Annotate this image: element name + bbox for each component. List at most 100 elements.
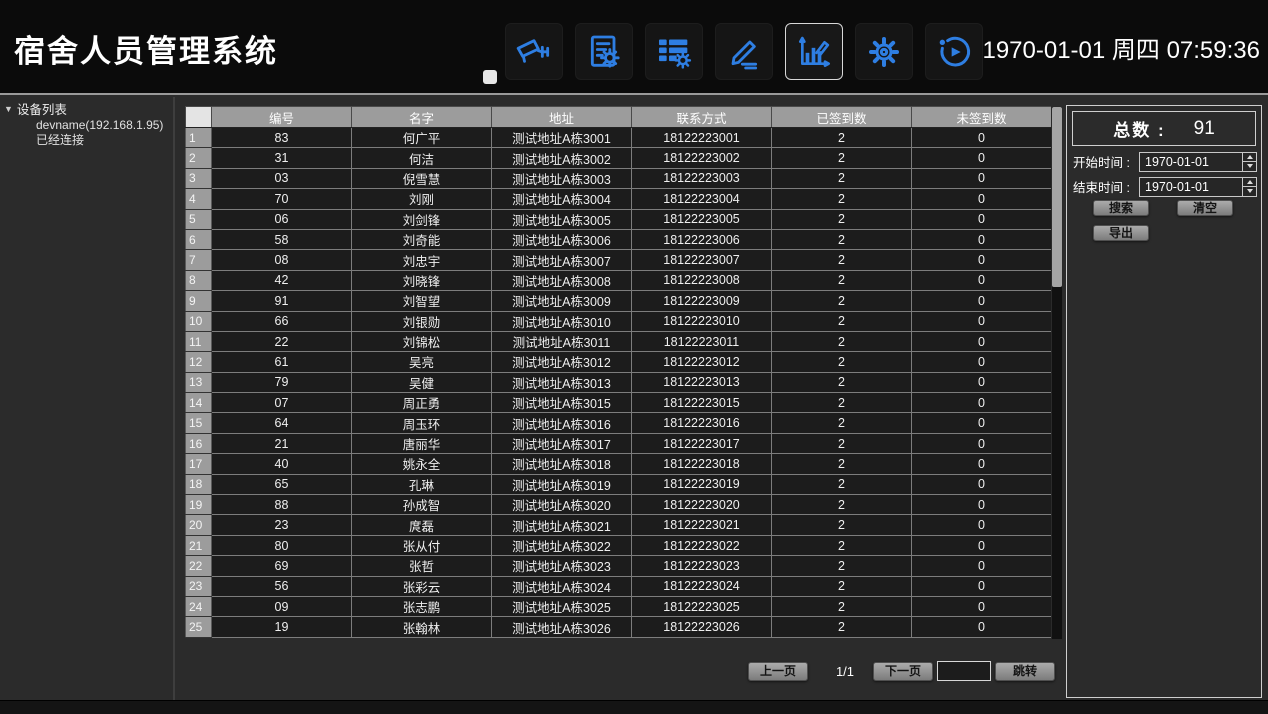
jump-button[interactable]: 跳转 [995,662,1055,681]
col-header-name[interactable]: 名字 [351,106,492,128]
table-cell: 张彩云 [351,575,492,597]
table-row[interactable]: 14 07 周正勇 测试地址A栋3015 18122223015 2 0 [185,392,1052,414]
toolbar-data-button[interactable] [645,23,703,80]
device-tree-root[interactable]: ▼ 设备列表 [0,97,173,118]
col-header-address[interactable]: 地址 [491,106,632,128]
table-cell: 吴健 [351,371,492,394]
table-row[interactable]: 20 23 庹磊 测试地址A栋3021 18122223021 2 0 [185,514,1052,536]
table-row[interactable]: 9 91 刘智望 测试地址A栋3009 18122223009 2 0 [185,290,1052,312]
table-cell: 0 [911,575,1052,597]
data-table-icon [659,39,692,69]
table-cell: 08 [211,249,352,271]
table-cell: 周玉环 [351,412,492,434]
end-date-input[interactable] [1139,176,1257,197]
row-number-cell: 24 [185,595,212,618]
table-cell: 18122223011 [631,330,772,353]
table-cell: 测试地址A栋3012 [491,351,632,373]
table-row[interactable]: 2 31 何洁 测试地址A栋3002 18122223002 2 0 [185,147,1052,169]
table-row[interactable]: 4 70 刘刚 测试地址A栋3004 18122223004 2 0 [185,188,1052,210]
table-cell: 测试地址A栋3004 [491,188,632,210]
table-cell: 18122223005 [631,208,772,230]
table-cell: 66 [211,310,352,332]
table-cell: 0 [911,188,1052,210]
table-row[interactable]: 15 64 周玉环 测试地址A栋3016 18122223016 2 0 [185,412,1052,434]
table-cell: 2 [771,269,912,292]
col-header-signed[interactable]: 已签到数 [771,106,912,128]
table-row[interactable]: 11 22 刘锦松 测试地址A栋3011 18122223011 2 0 [185,330,1052,353]
table-cell: 测试地址A栋3010 [491,310,632,332]
table-cell: 18122223010 [631,310,772,332]
main-toolbar [505,23,983,80]
table-row[interactable]: 7 08 刘忠宇 测试地址A栋3007 18122223007 2 0 [185,249,1052,271]
spinner-up-icon[interactable] [1243,153,1256,162]
prev-page-button[interactable]: 上一页 [748,662,808,681]
table-row[interactable]: 18 65 孔琳 测试地址A栋3019 18122223019 2 0 [185,473,1052,496]
table-cell: 0 [911,514,1052,536]
table-row[interactable]: 17 40 姚永全 测试地址A栋3018 18122223018 2 0 [185,453,1052,475]
table-row[interactable]: 1 83 何广平 测试地址A栋3001 18122223001 2 0 [185,126,1052,149]
table-cell: 0 [911,167,1052,190]
table-cell: 0 [911,310,1052,332]
table-row[interactable]: 22 69 张哲 测试地址A栋3023 18122223023 2 0 [185,555,1052,577]
page-title: 宿舍人员管理系统 [14,34,278,69]
spinner-down-icon[interactable] [1243,162,1256,171]
table-cell: 18122223012 [631,351,772,373]
table-row[interactable]: 5 06 刘剑锋 测试地址A栋3005 18122223005 2 0 [185,208,1052,230]
clear-button[interactable]: 清空 [1177,200,1233,216]
table-scrollbar[interactable] [1051,106,1063,640]
toolbar-sign-button[interactable] [715,23,773,80]
col-header-contact[interactable]: 联系方式 [631,106,772,128]
col-header-unsigned[interactable]: 未签到数 [911,106,1052,128]
spinner-down-icon[interactable] [1243,187,1256,196]
table-cell: 0 [911,453,1052,475]
next-page-button[interactable]: 下一页 [873,662,933,681]
toolbar-camera-button[interactable] [505,23,563,80]
row-number-cell: 11 [185,330,212,353]
table-cell: 18122223026 [631,616,772,638]
start-date-input[interactable] [1139,151,1257,172]
table-row[interactable]: 10 66 刘银勋 测试地址A栋3010 18122223010 2 0 [185,310,1052,332]
table-row[interactable]: 12 61 吴亮 测试地址A栋3012 18122223012 2 0 [185,351,1052,373]
table-row[interactable]: 13 79 吴健 测试地址A栋3013 18122223013 2 0 [185,371,1052,394]
table-cell: 张志鹏 [351,595,492,618]
table-row[interactable]: 23 56 张彩云 测试地址A栋3024 18122223024 2 0 [185,575,1052,597]
table-row[interactable]: 19 88 孙成智 测试地址A栋3020 18122223020 2 0 [185,494,1052,516]
table-row[interactable]: 8 42 刘晓锋 测试地址A栋3008 18122223008 2 0 [185,269,1052,292]
table-cell: 21 [211,432,352,455]
device-tree-item-status: 已经连接 [36,133,85,147]
table-row[interactable]: 25 19 张翰林 测试地址A栋3026 18122223026 2 0 [185,616,1052,638]
toolbar-report-button[interactable] [575,23,633,80]
table-scrollbar-thumb[interactable] [1052,107,1062,287]
export-button[interactable]: 导出 [1093,225,1149,241]
table-cell: 07 [211,392,352,414]
end-date-spinner [1242,177,1256,196]
table-cell: 刘智望 [351,290,492,312]
table-row[interactable]: 16 21 唐丽华 测试地址A栋3017 18122223017 2 0 [185,432,1052,455]
col-header-number[interactable]: 编号 [211,106,352,128]
device-tree-item-name[interactable]: devname(192.168.1.95) [36,118,164,132]
toolbar-playback-button[interactable] [925,23,983,80]
table-cell: 0 [911,330,1052,353]
search-button[interactable]: 搜索 [1093,200,1149,216]
table-cell: 2 [771,494,912,516]
table-cell: 测试地址A栋3025 [491,595,632,618]
table-row[interactable]: 21 80 张从付 测试地址A栋3022 18122223022 2 0 [185,534,1052,557]
table-row[interactable]: 24 09 张志鹏 测试地址A栋3025 18122223025 2 0 [185,595,1052,618]
table-cell: 0 [911,147,1052,169]
table-cell: 0 [911,208,1052,230]
table-row[interactable]: 3 03 倪雪慧 测试地址A栋3003 18122223003 2 0 [185,167,1052,190]
table-cell: 测试地址A栋3017 [491,432,632,455]
toolbar-stats-button[interactable] [785,23,843,80]
toolbar-collapse-handle[interactable] [483,70,497,84]
table-row[interactable]: 6 58 刘奇能 测试地址A栋3006 18122223006 2 0 [185,228,1052,251]
table-cell: 61 [211,351,352,373]
playback-icon [939,36,971,66]
spinner-up-icon[interactable] [1243,178,1256,187]
toolbar-settings-button[interactable] [855,23,913,80]
table-cell: 18122223004 [631,188,772,210]
jump-page-input[interactable] [937,661,991,681]
table-cell: 09 [211,595,352,618]
table-cell: 2 [771,555,912,577]
table-cell: 91 [211,290,352,312]
table-cell: 唐丽华 [351,432,492,455]
